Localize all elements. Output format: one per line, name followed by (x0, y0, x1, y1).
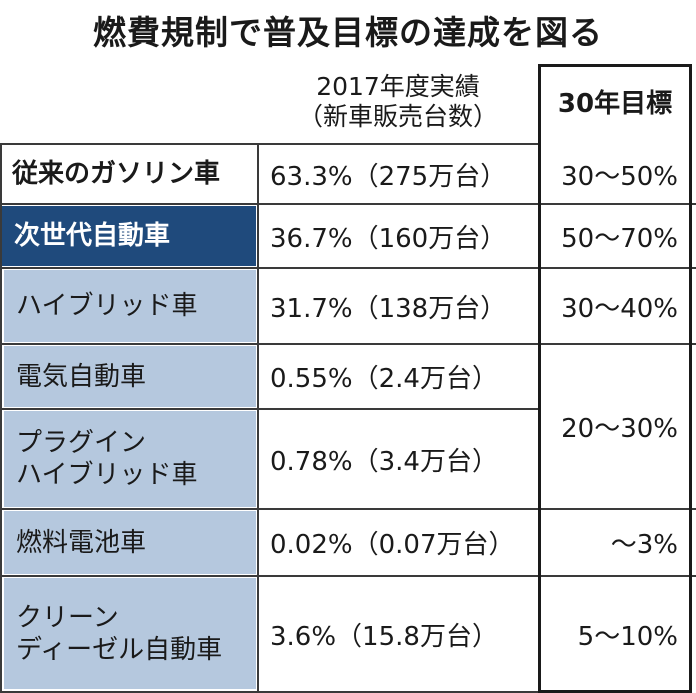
row-gasoline-target: 30〜50% (561, 161, 678, 192)
row-divider (0, 408, 538, 410)
row-divider (0, 343, 696, 345)
row-gasoline-value: 63.3%（275万台） (270, 161, 507, 192)
row-hybrid-target: 30〜40% (561, 293, 678, 324)
row-nextgen-target: 50〜70% (561, 223, 678, 254)
merged-target: 20〜30% (561, 414, 678, 444)
row-fcv-label: 燃料電池車 (4, 511, 256, 574)
row-nextgen-value: 36.7%（160万台） (270, 223, 507, 254)
fuel-economy-table: 2017年度実績 （新車販売台数） 30年目標 従来のガソリン車 63.3%（2… (0, 54, 696, 693)
row-divider (0, 508, 696, 510)
header-actual-note: （新車販売台数） (297, 102, 498, 131)
row-ev-value: 0.55%（2.4万台） (270, 364, 498, 394)
column-divider-label (257, 144, 259, 693)
page-title: 燃費規制で普及目標の達成を図る (93, 13, 603, 52)
target-column-frame (538, 64, 692, 693)
row-nextgen-label: 次世代自動車 (2, 206, 256, 266)
row-phev-label-line1: プラグイン (16, 428, 147, 458)
header-actual-year: 2017年度実績 (316, 72, 480, 101)
row-diesel-label-line2: ディーゼル自動車 (16, 634, 223, 665)
row-divider (0, 143, 538, 145)
header-actual: 2017年度実績 （新車販売台数） (258, 62, 538, 142)
row-phev-label-line2: ハイブリッド車 (16, 460, 198, 490)
row-diesel-target: 5〜10% (577, 622, 678, 652)
row-hybrid-label: ハイブリッド車 (4, 270, 256, 342)
row-diesel-value: 3.6%（15.8万台） (270, 622, 498, 652)
row-diesel-label-line1: クリーン (16, 602, 119, 633)
row-phev-value: 0.78%（3.4万台） (270, 446, 498, 477)
table-left-edge (0, 144, 2, 693)
row-ev-label: 電気自動車 (4, 346, 256, 407)
header-target: 30年目標 (557, 89, 673, 119)
row-gasoline-label: 従来のガソリン車 (12, 159, 221, 189)
row-fcv-target: 〜3% (610, 530, 678, 560)
row-hybrid-value: 31.7%（138万台） (270, 293, 507, 324)
row-diesel-label: クリーン ディーゼル自動車 (4, 578, 256, 689)
row-divider (0, 203, 696, 205)
row-phev-label: プラグイン ハイブリッド車 (4, 411, 256, 507)
row-divider (0, 691, 538, 693)
row-fcv-value: 0.02%（0.07万台） (270, 530, 515, 560)
row-divider (0, 267, 696, 269)
row-divider (0, 575, 696, 577)
